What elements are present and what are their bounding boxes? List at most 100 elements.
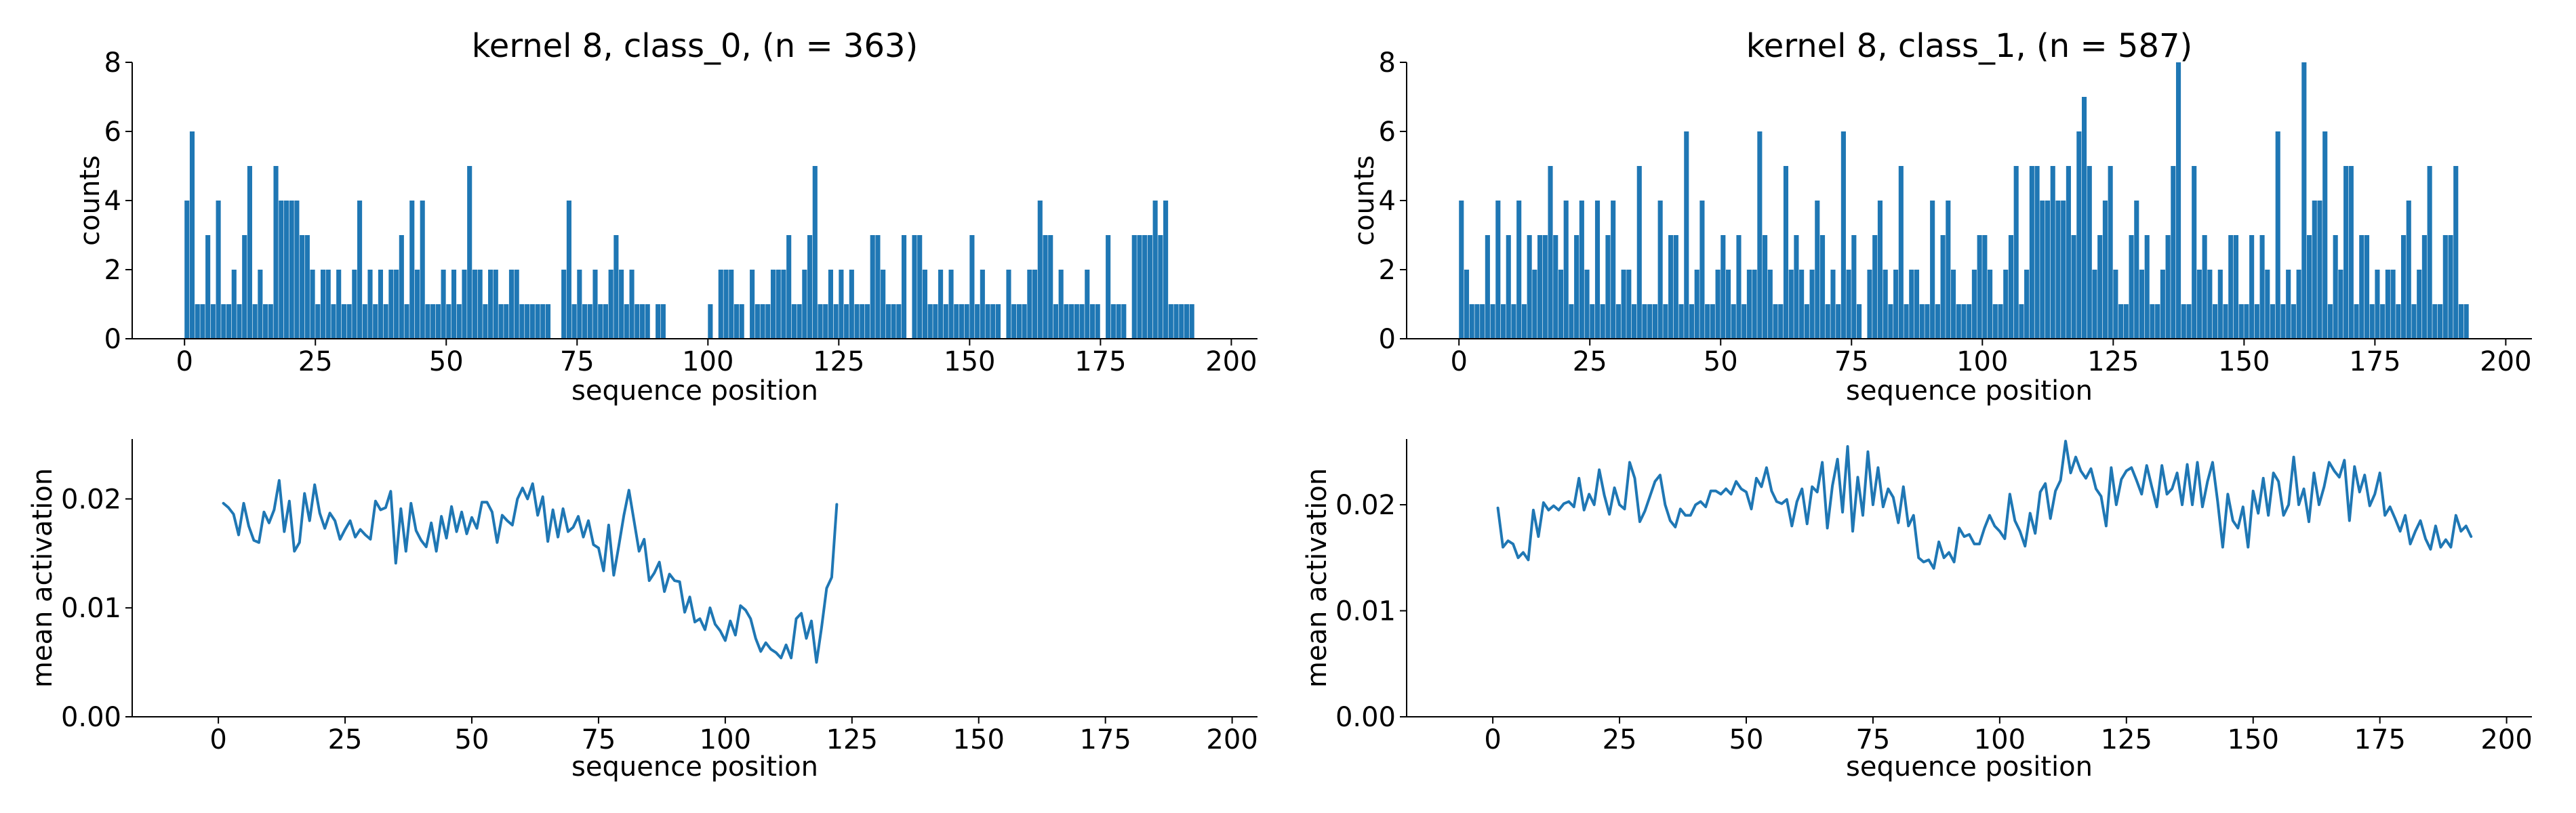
y-tick-label: 8 xyxy=(104,47,121,79)
histogram-bar xyxy=(2333,235,2338,339)
histogram-bar xyxy=(2150,304,2155,339)
histogram-bar xyxy=(514,270,519,339)
x-tick-label: 100 xyxy=(1974,724,2026,755)
histogram-bar xyxy=(2055,201,2061,339)
histogram-bar xyxy=(985,304,990,339)
histogram-bar xyxy=(1605,235,1611,339)
x-tick-label: 175 xyxy=(1079,724,1131,755)
histogram-bar xyxy=(2390,270,2396,339)
histogram-bar xyxy=(2322,131,2328,339)
histogram-bar xyxy=(1542,235,1548,339)
histogram-bar xyxy=(1131,235,1137,339)
histogram-bar xyxy=(881,270,886,339)
histogram-bar xyxy=(812,166,818,339)
histogram-bar xyxy=(1158,235,1163,339)
histogram-bar xyxy=(885,304,891,339)
histogram-bar xyxy=(922,270,927,339)
histogram-bar xyxy=(2202,235,2207,339)
histogram-bar xyxy=(1668,235,1674,339)
histogram-bar xyxy=(561,270,567,339)
histogram-bar xyxy=(1506,235,1511,339)
histogram-bar xyxy=(373,304,378,339)
histogram-bar xyxy=(1594,201,1601,339)
histogram-bar xyxy=(2280,304,2286,339)
histogram-bar xyxy=(839,270,844,339)
histogram-bar xyxy=(2061,201,2066,339)
histogram-bar xyxy=(1500,304,1506,339)
histogram-bar xyxy=(2181,304,2186,339)
histogram-bar xyxy=(1464,270,1470,339)
histogram-bar xyxy=(645,304,650,339)
histogram-bar xyxy=(404,304,409,339)
histogram-bar xyxy=(2087,166,2092,339)
histogram-bar xyxy=(446,304,451,339)
histogram-bar xyxy=(221,304,226,339)
histogram-bar xyxy=(462,270,467,339)
histogram-bar xyxy=(2301,62,2307,339)
histogram-bar xyxy=(2076,131,2082,339)
histogram-bar xyxy=(525,304,530,339)
x-tick-label: 50 xyxy=(455,724,489,755)
y-tick-label: 0 xyxy=(104,324,121,355)
histogram-bar xyxy=(2327,304,2333,339)
x-tick-label: 0 xyxy=(1484,724,1501,755)
histogram-bar xyxy=(2123,304,2129,339)
histogram-bar xyxy=(2118,304,2124,339)
histogram-bar xyxy=(420,201,425,339)
histogram-bar xyxy=(2448,235,2453,339)
histogram-bar xyxy=(1106,235,1111,339)
histogram-bar xyxy=(1048,235,1053,339)
histogram-bar xyxy=(1930,201,1935,339)
histogram-bar xyxy=(2155,304,2160,339)
histogram-bar xyxy=(2406,201,2411,339)
histogram-bar xyxy=(1783,166,1789,339)
histogram-bar xyxy=(933,304,938,339)
histogram-bar xyxy=(1867,270,1872,339)
histogram-bar xyxy=(2108,166,2113,339)
histogram-bar xyxy=(1898,166,1904,339)
histogram-bar xyxy=(1998,304,2003,339)
histogram-bar xyxy=(1184,304,1190,339)
x-tick-label: 125 xyxy=(2087,346,2139,377)
histogram-bar xyxy=(394,270,399,339)
histogram-bar xyxy=(346,304,352,339)
histogram-bar xyxy=(1715,270,1720,339)
histogram-bar xyxy=(1935,304,1940,339)
histogram-bar xyxy=(656,304,661,339)
histogram-bar xyxy=(519,304,525,339)
histogram-bar xyxy=(608,270,613,339)
histogram-bar xyxy=(1788,270,1794,339)
histogram-bar xyxy=(1773,304,1778,339)
histogram-bar xyxy=(216,201,221,339)
histogram-bar xyxy=(2442,235,2448,339)
histogram-bar xyxy=(189,131,195,339)
histogram-bar xyxy=(975,304,980,339)
histogram-bar xyxy=(1720,235,1726,339)
histogram-bar xyxy=(2071,235,2076,339)
histogram-bar xyxy=(1992,304,1998,339)
histogram-bar xyxy=(1950,270,1956,339)
histogram-bar xyxy=(917,235,923,339)
y-tick-label: 8 xyxy=(1379,47,1396,79)
histogram-bar xyxy=(1058,270,1064,339)
histogram-bar xyxy=(733,304,740,339)
histogram-bar xyxy=(1173,304,1179,339)
histogram-bar xyxy=(1689,304,1695,339)
histogram-bar xyxy=(729,270,734,339)
histogram-bar xyxy=(2307,235,2312,339)
histogram-bar xyxy=(959,304,965,339)
y-tick-label: 4 xyxy=(1379,186,1396,217)
histogram-bar xyxy=(1163,201,1169,339)
histogram-bar xyxy=(1757,131,1763,339)
x-tick-label: 150 xyxy=(953,724,1005,755)
y-tick-label: 6 xyxy=(1379,117,1396,148)
histogram-bar xyxy=(2286,270,2291,339)
histogram-bar xyxy=(535,304,540,339)
histogram-bar xyxy=(1516,201,1522,339)
x-axis-label: sequence position xyxy=(571,375,818,406)
histogram-bar xyxy=(1563,201,1569,339)
histogram-bar xyxy=(2343,166,2349,339)
histogram-bar xyxy=(237,304,242,339)
histogram-bar xyxy=(2066,166,2071,339)
